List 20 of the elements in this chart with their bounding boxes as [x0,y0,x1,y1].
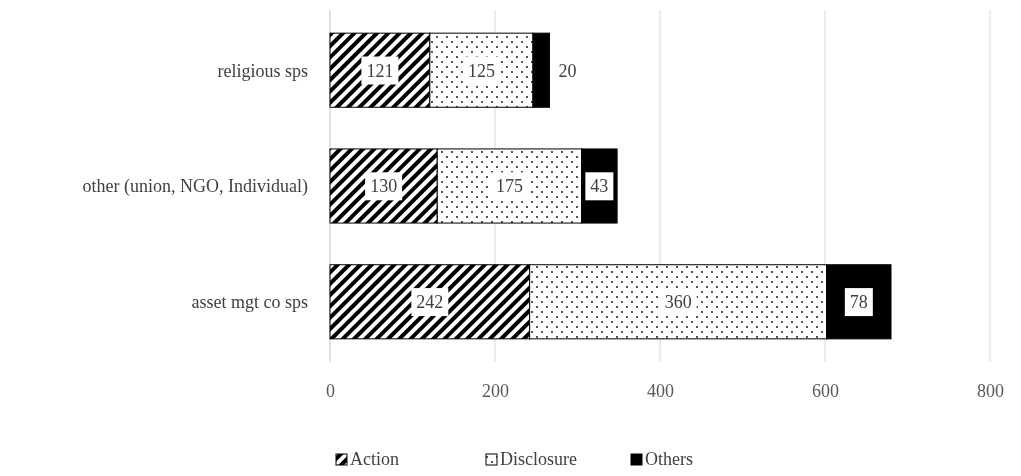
x-tick-label: 200 [482,380,509,401]
x-tick-label: 600 [812,380,839,401]
x-tick-label: 800 [977,380,1004,401]
x-tick-label: 400 [647,380,674,401]
data-label: 242 [416,292,444,313]
data-label: 125 [467,60,495,81]
data-label: 78 [849,292,868,313]
legend-label: Action [350,448,399,469]
data-label: 20 [558,60,577,81]
legend-label: Others [645,448,693,469]
x-tick-label: 0 [326,380,335,401]
data-label: 360 [664,292,692,313]
data-label: 43 [590,176,609,197]
legend-label: Disclosure [500,448,577,469]
data-label: 130 [370,176,398,197]
y-tick-label: religious sps [217,60,308,81]
y-tick-label: other (union, NGO, Individual) [82,176,308,198]
y-tick-label: asset mgt co sps [191,292,308,313]
data-label: 175 [495,176,523,197]
data-label: 121 [366,60,394,81]
